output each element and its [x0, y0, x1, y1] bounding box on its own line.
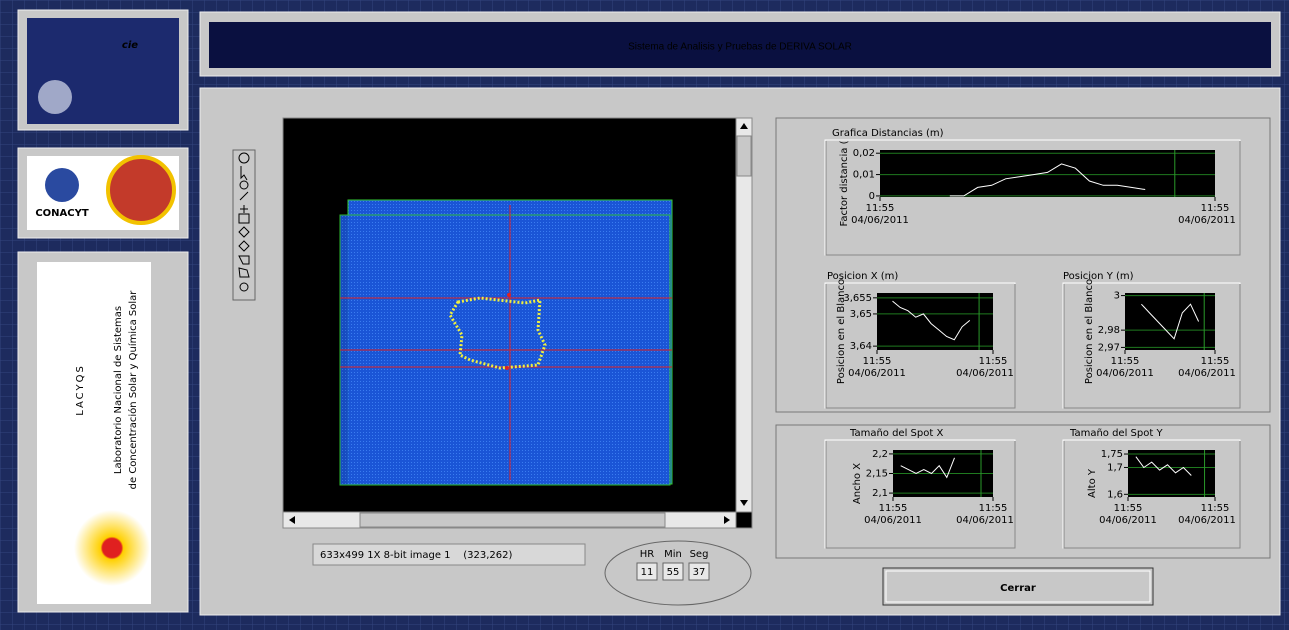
close-button[interactable]: [882, 567, 1154, 606]
data-line: [1141, 303, 1200, 340]
time-value: 11: [641, 567, 654, 578]
button-bevel: [885, 570, 1151, 603]
y-tick-label: 2,15: [866, 469, 888, 480]
x-tick-date: 04/06/2011: [1099, 515, 1157, 526]
y-axis-label: Alto Y: [1087, 468, 1098, 498]
time-value: 37: [693, 567, 706, 578]
x-tick-time: 11:55: [1201, 503, 1230, 514]
y-tick-label: 0,01: [853, 170, 875, 181]
data-line: [1135, 456, 1192, 476]
y-tick-label: 2,2: [872, 449, 888, 460]
university-seal: [106, 155, 176, 225]
chart-title: Tamaño del Spot Y: [1069, 428, 1163, 439]
x-tick-time: 11:55: [866, 203, 895, 214]
time-label: Seg: [690, 549, 709, 560]
plot-area: [877, 293, 993, 350]
plot-area: [880, 150, 1215, 197]
y-tick-label: 2,97: [1098, 342, 1120, 353]
unam-seal: [38, 80, 72, 114]
time-value: 55: [667, 567, 680, 578]
y-tick-label: 3,64: [850, 341, 872, 352]
y-tick-label: 3: [1114, 291, 1120, 302]
chart-title: Posicion X (m): [827, 271, 898, 282]
lacyqs-text: LACYQS: [75, 364, 86, 416]
y-tick-label: 1,7: [1107, 462, 1123, 473]
conacyt-emblem: [45, 168, 79, 202]
app-title: Sistema de Analisis y Pruebas de DERIVA …: [628, 42, 852, 53]
y-tick-label: 0,02: [853, 148, 875, 159]
x-tick-date: 04/06/2011: [1178, 368, 1236, 379]
cie-text: cie: [122, 40, 138, 51]
x-tick-date: 04/06/2011: [1178, 515, 1236, 526]
chart-shadow: [1063, 283, 1241, 409]
y-tick-label: 1,6: [1107, 489, 1123, 500]
y-tick-label: 3,65: [850, 309, 872, 320]
chart-title: Tamaño del Spot X: [849, 428, 943, 439]
chart-title: Grafica Distancias (m): [832, 128, 944, 139]
x-tick-time: 11:55: [1201, 356, 1230, 367]
y-axis-label: Posicion en el Blanco: [836, 279, 847, 384]
data-line: [949, 163, 1146, 197]
y-tick-label: 2,1: [872, 488, 888, 499]
chart-shadow: [1063, 440, 1241, 549]
y-axis-label: Posicion en el Blanco: [1084, 279, 1095, 384]
x-tick-date: 04/06/2011: [956, 368, 1014, 379]
x-tick-time: 11:55: [1114, 503, 1143, 514]
data-line: [892, 300, 971, 341]
chart-shadow: [825, 283, 1016, 409]
y-tick-label: 1,75: [1101, 449, 1123, 460]
time-field: [662, 562, 684, 581]
chart-shadow: [825, 440, 1016, 549]
x-tick-time: 11:55: [879, 503, 908, 514]
status-box: [312, 543, 586, 566]
time-label: HR: [640, 549, 655, 560]
x-tick-date: 04/06/2011: [864, 515, 922, 526]
image-display: [282, 117, 753, 529]
y-tick-label: 0: [869, 191, 875, 202]
x-tick-date: 04/06/2011: [956, 515, 1014, 526]
y-tick-label: 3,655: [843, 293, 872, 304]
tools-palette: [232, 149, 256, 301]
y-axis-label: Ancho X: [852, 463, 863, 504]
x-tick-date: 04/06/2011: [851, 215, 909, 226]
time-label: Min: [664, 549, 682, 560]
x-tick-date: 04/06/2011: [848, 368, 906, 379]
x-tick-date: 04/06/2011: [1178, 215, 1236, 226]
conacyt-text: CONACYT: [35, 208, 89, 219]
image-status: 633x499 1X 8-bit image 1 (323,262): [320, 550, 513, 561]
sun-logo: [74, 510, 150, 586]
data-line: [900, 457, 955, 479]
chart-shadow: [825, 140, 1241, 256]
lab-line-1: Laboratorio Nacional de Sistemas: [113, 306, 124, 474]
x-tick-date: 04/06/2011: [1096, 368, 1154, 379]
chart-title: Posicion Y (m): [1063, 271, 1134, 282]
time-field: [688, 562, 710, 581]
plot-area: [1128, 450, 1215, 497]
x-tick-time: 11:55: [1111, 356, 1140, 367]
plot-area: [1125, 293, 1215, 350]
x-tick-time: 11:55: [979, 356, 1008, 367]
x-tick-time: 11:55: [1201, 203, 1230, 214]
y-axis-label: Factor distancia (: [839, 140, 850, 226]
close-button-label[interactable]: Cerrar: [1000, 583, 1036, 594]
y-tick-label: 2,98: [1098, 325, 1120, 336]
lab-line-2: de Concentración Solar y Química Solar: [127, 290, 139, 490]
x-tick-time: 11:55: [979, 503, 1008, 514]
time-field: [636, 562, 658, 581]
title-bar: [209, 22, 1271, 68]
x-tick-time: 11:55: [863, 356, 892, 367]
